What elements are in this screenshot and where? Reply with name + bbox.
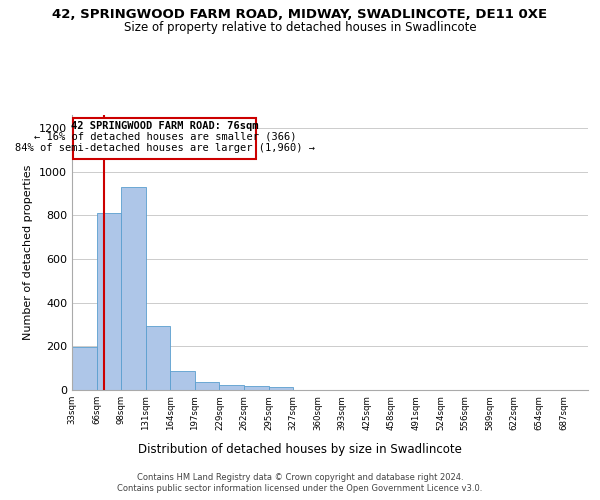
Text: ← 16% of detached houses are smaller (366): ← 16% of detached houses are smaller (36… — [34, 132, 296, 141]
Text: Size of property relative to detached houses in Swadlincote: Size of property relative to detached ho… — [124, 21, 476, 34]
Bar — [97, 213, 121, 390]
Bar — [121, 187, 146, 390]
Text: Contains HM Land Registry data © Crown copyright and database right 2024.: Contains HM Land Registry data © Crown c… — [137, 472, 463, 482]
Bar — [170, 371, 195, 390]
Text: Contains public sector information licensed under the Open Government Licence v3: Contains public sector information licen… — [118, 484, 482, 493]
Y-axis label: Number of detached properties: Number of detached properties — [23, 165, 34, 340]
Bar — [220, 385, 244, 390]
Bar — [72, 348, 97, 390]
Bar — [195, 382, 220, 390]
FancyBboxPatch shape — [73, 118, 256, 158]
Text: Distribution of detached houses by size in Swadlincote: Distribution of detached houses by size … — [138, 442, 462, 456]
Bar — [146, 326, 170, 390]
Bar — [269, 388, 293, 390]
Text: 42, SPRINGWOOD FARM ROAD, MIDWAY, SWADLINCOTE, DE11 0XE: 42, SPRINGWOOD FARM ROAD, MIDWAY, SWADLI… — [52, 8, 548, 20]
Text: 84% of semi-detached houses are larger (1,960) →: 84% of semi-detached houses are larger (… — [15, 143, 315, 153]
Text: 42 SPRINGWOOD FARM ROAD: 76sqm: 42 SPRINGWOOD FARM ROAD: 76sqm — [71, 121, 259, 131]
Bar — [244, 386, 269, 390]
